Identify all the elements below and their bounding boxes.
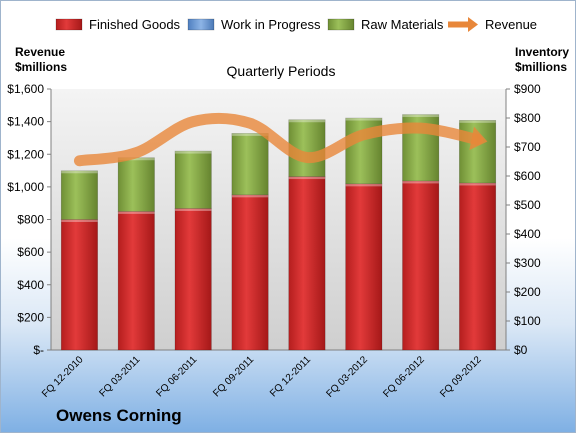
bar-cap-raw-materials [231,133,269,136]
x-tick-label: FQ 12-2010 [40,354,86,400]
bar-cap-finished-goods [231,194,269,198]
x-tick-label: FQ 06-2012 [381,354,427,400]
x-tick-label: FQ 09-2011 [211,354,256,399]
legend-swatch-work-in-progress [187,18,215,31]
bar-finished-goods [231,194,269,351]
bar-finished-goods [459,182,497,351]
bar-finished-goods [288,176,326,351]
legend-label-raw-materials: Raw Materials [361,17,444,32]
left-axis-title: Revenue [15,45,65,59]
right-tick-label: $800 [514,111,541,125]
left-tick-label: $1,000 [7,180,44,194]
bar-raw-materials [174,150,212,209]
right-tick-label: $600 [514,169,541,183]
right-tick-label: $500 [514,198,541,212]
right-axis-title-unit: $millions [515,60,567,74]
x-tick-label: FQ 03-2012 [324,354,370,400]
right-tick-label: $300 [514,256,541,270]
x-tick-label: FQ 12-2011 [268,354,313,399]
left-axis-title-unit: $millions [15,60,67,74]
bar-cap-raw-materials [459,120,496,123]
legend-arrowhead-revenue [468,17,478,32]
bar-finished-goods [402,180,440,351]
bar-raw-materials [459,120,497,184]
company-name: Owens Corning [56,406,182,425]
bar-cap-finished-goods [118,211,155,214]
left-tick-label: $200 [17,310,44,324]
legend-label-revenue: Revenue [485,17,537,32]
legend-label-finished-goods: Finished Goods [89,17,181,32]
bar-cap-raw-materials [174,151,212,154]
bar-cap-raw-materials [61,170,98,174]
left-tick-label: $400 [17,278,44,292]
bar-cap-finished-goods [345,183,383,187]
chart-subtitle: Quarterly Periods [227,63,336,79]
left-tick-label: $- [33,343,44,357]
bar-cap-raw-materials [345,118,383,121]
bar-cap-finished-goods [402,180,439,184]
bar-raw-materials [60,170,98,220]
legend: Finished Goods Work in Progress Raw Materi… [55,17,537,32]
right-axis-title: Inventory [515,45,569,59]
revenue-line [73,112,484,167]
bar-finished-goods [60,219,98,351]
bar-cap-finished-goods [288,176,326,180]
right-tick-label: $900 [514,82,541,96]
bar-cap-finished-goods [459,182,496,186]
left-tick-label: $1,200 [7,147,44,161]
left-tick-label: $1,400 [7,115,44,129]
bar-finished-goods [117,211,155,351]
bar-cap-finished-goods [174,208,212,211]
bar-cap-raw-materials [288,119,326,123]
revenue-arrowhead [469,126,488,151]
right-tick-label: $700 [514,140,541,154]
bar-cap-finished-goods [61,219,98,222]
right-tick-label: $100 [514,314,541,328]
right-tick-label: $0 [514,343,528,357]
bar-finished-goods [174,208,212,351]
legend-swatch-finished-goods [55,18,83,31]
x-tick-label: FQ 03-2011 [97,354,142,399]
right-tick-label: $200 [514,285,541,299]
bar-raw-materials [231,133,269,196]
x-tick-label: FQ 09-2012 [438,354,484,400]
bar-cap-raw-materials [402,114,439,118]
revenue-line-layer [73,112,488,167]
bar-raw-materials [117,157,155,212]
x-tick-label: FQ 06-2011 [154,354,199,399]
bar-cap-raw-materials [118,157,155,161]
legend-swatch-raw-materials [327,18,355,31]
right-tick-label: $400 [514,227,541,241]
legend-label-work-in-progress: Work in Progress [221,17,321,32]
left-tick-label: $1,600 [7,82,44,96]
left-tick-label: $600 [17,245,44,259]
left-tick-label: $800 [17,213,44,227]
bar-finished-goods [345,183,383,351]
